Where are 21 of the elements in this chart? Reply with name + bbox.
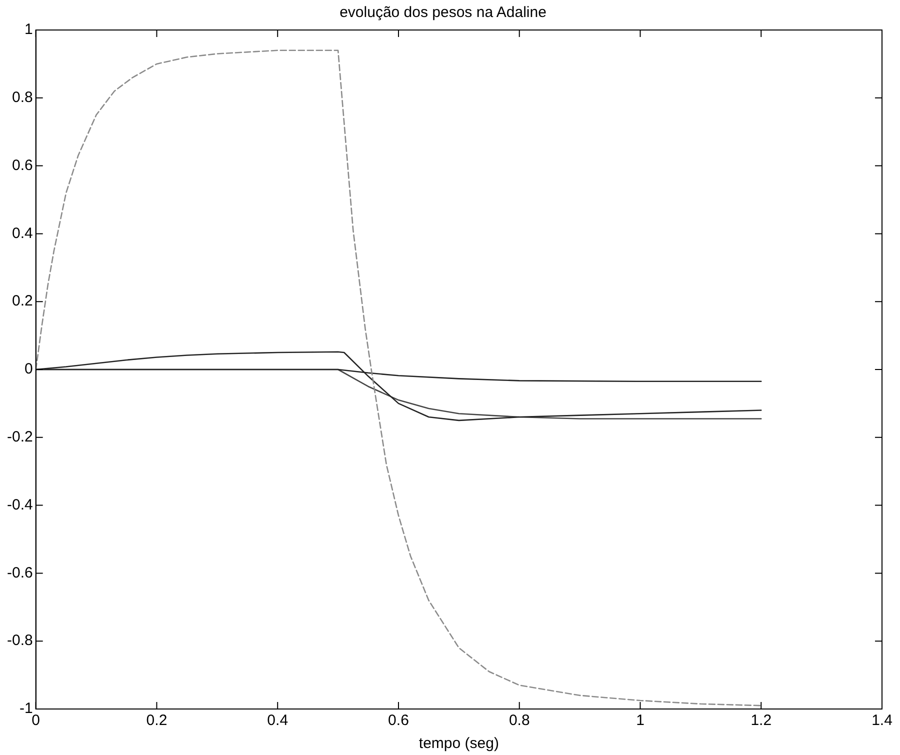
- chart-title: evolução dos pesos na Adaline: [340, 4, 546, 22]
- x-tick-label: 0.6: [388, 712, 409, 730]
- y-tick-label: -0.6: [6, 564, 33, 582]
- y-tick-label: 0: [24, 360, 33, 378]
- x-tick-label: 1.4: [872, 712, 892, 730]
- x-tick-label: 0.8: [508, 712, 530, 730]
- y-tick-label: -0.2: [6, 428, 33, 446]
- y-tick-label: 0.6: [12, 156, 33, 174]
- y-tick-label: -0.4: [6, 496, 33, 514]
- x-tick-label: 1.2: [750, 712, 772, 730]
- x-axis-title: tempo (seg): [418, 735, 499, 752]
- y-tick-label: 0.8: [12, 89, 33, 106]
- line-series: [36, 50, 762, 706]
- x-tick-label: 0.2: [146, 712, 168, 730]
- x-tick-label: 1: [636, 712, 644, 730]
- y-tick-label: -1: [20, 700, 33, 718]
- x-tick-label: 0.4: [267, 712, 288, 730]
- y-tick-label: 0.4: [12, 224, 33, 242]
- y-tick-label: 0.2: [12, 292, 33, 310]
- y-tick-label: -0.8: [6, 632, 33, 650]
- y-tick-label: 1: [24, 21, 33, 38]
